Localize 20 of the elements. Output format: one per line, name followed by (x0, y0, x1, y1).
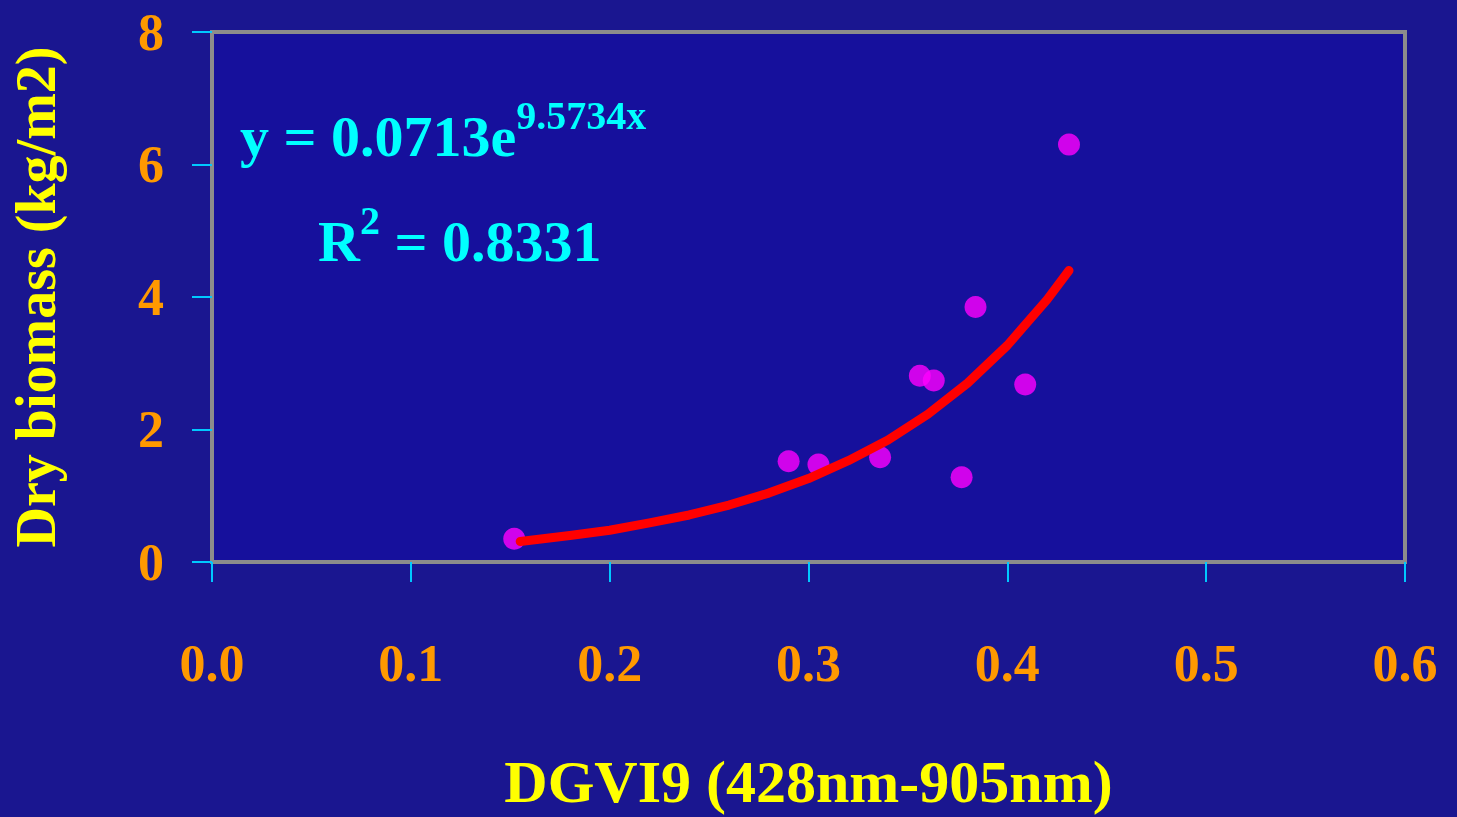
point (777, 450, 800, 473)
y-tick-label: 6 (138, 136, 164, 193)
x-tick-label: 0.1 (378, 634, 444, 692)
point (964, 295, 987, 318)
x-tick-label: 0.2 (577, 634, 643, 692)
x-tick-label: 0.4 (974, 634, 1040, 692)
x-tick-label: 0.3 (776, 634, 841, 692)
x-axis-title: DGVI9 (428nm-905nm) (504, 749, 1113, 815)
y-tick-label: 2 (138, 401, 164, 458)
point (922, 369, 945, 392)
y-axis-title: Dry biomass (kg/m2) (5, 46, 68, 548)
point (1057, 133, 1080, 156)
x-tick-label: 0.0 (179, 634, 245, 692)
x-tick-label: 0.6 (1372, 634, 1438, 692)
y-tick-label: 4 (138, 268, 164, 326)
point (1014, 373, 1037, 396)
point (950, 466, 973, 489)
y-tick-label: 8 (138, 3, 164, 61)
x-tick-label: 0.5 (1173, 634, 1239, 692)
y-tick-label: 0 (138, 533, 164, 591)
